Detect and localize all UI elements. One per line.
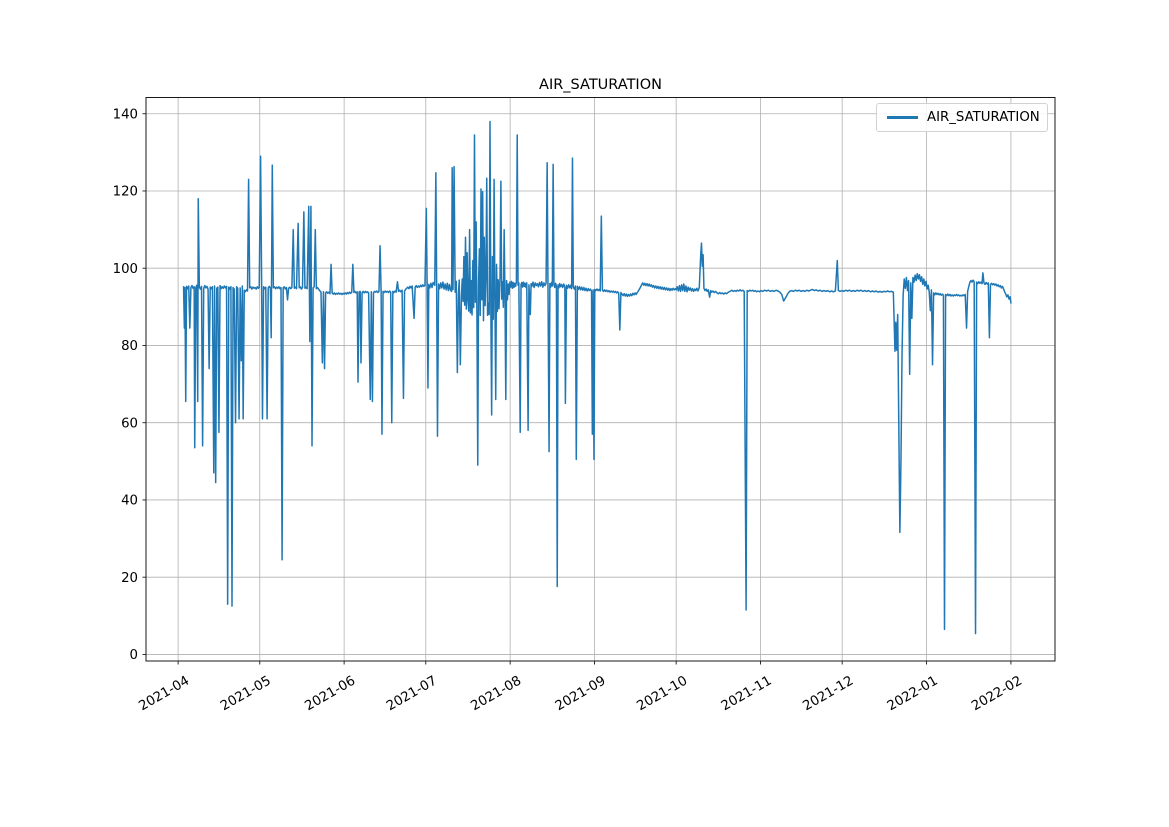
y-tick-label: 60 <box>121 416 138 431</box>
x-tick-label: 2021-04 <box>136 673 192 714</box>
x-tick-label: 2022-01 <box>885 673 941 714</box>
x-tick-label: 2021-07 <box>384 673 440 714</box>
legend: AIR_SATURATION <box>876 103 1048 132</box>
y-tick-label: 120 <box>113 185 138 200</box>
y-tick-label: 20 <box>121 571 138 586</box>
y-tick-label: 140 <box>113 107 138 122</box>
air-saturation-line <box>182 120 1012 635</box>
x-tick-label: 2021-06 <box>303 673 359 714</box>
y-tick-label: 0 <box>130 648 138 663</box>
legend-line-sample <box>887 116 918 119</box>
x-tick-label: 2021-12 <box>801 673 857 714</box>
x-tick-label: 2021-05 <box>218 673 274 714</box>
y-tick-label: 80 <box>121 339 138 354</box>
x-tick-label: 2022-02 <box>969 673 1025 714</box>
chart-title: AIR_SATURATION <box>539 77 662 93</box>
x-tick-label: 2021-08 <box>469 673 525 714</box>
y-tick-label: 100 <box>113 262 138 277</box>
x-tick-label: 2021-11 <box>719 673 775 714</box>
x-tick-label: 2021-09 <box>553 673 609 714</box>
y-tick-label: 40 <box>121 494 138 509</box>
x-tick-label: 2021-10 <box>635 673 691 714</box>
legend-label: AIR_SATURATION <box>927 109 1040 125</box>
plot-border <box>145 97 1056 662</box>
